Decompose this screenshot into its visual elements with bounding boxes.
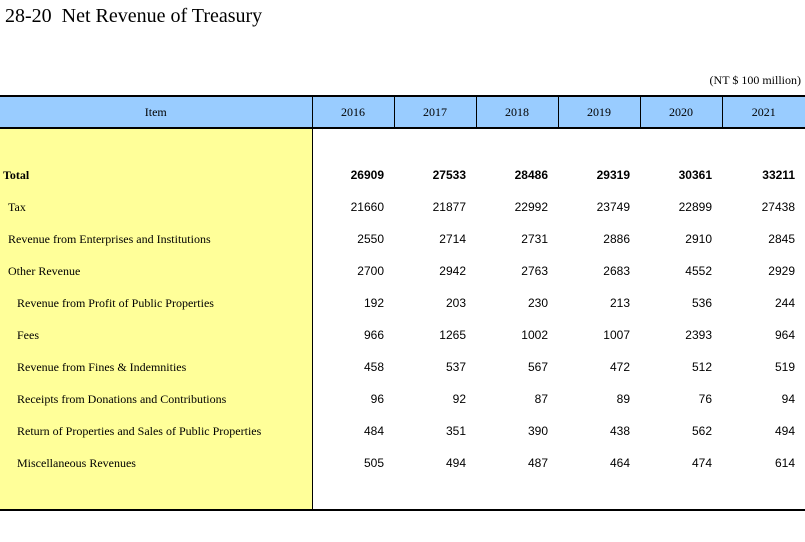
value-cell: 29319 bbox=[596, 168, 630, 182]
row-label: Fees bbox=[0, 319, 313, 351]
row-label: Other Revenue bbox=[0, 255, 313, 287]
value-cell: 2683 bbox=[603, 264, 630, 278]
header-row: Item 2016 2017 2018 2019 2020 2021 bbox=[0, 95, 805, 129]
header-year: 2018 bbox=[475, 95, 558, 129]
value-cell: 2886 bbox=[603, 232, 630, 246]
row-label: Tax bbox=[0, 191, 313, 223]
value-cell: 512 bbox=[691, 360, 712, 374]
value-cell: 458 bbox=[363, 360, 384, 374]
table-row: Total 26909 27533 28486 29319 30361 33211 bbox=[0, 159, 805, 191]
value-cell: 30361 bbox=[678, 168, 712, 182]
value-cell: 474 bbox=[691, 456, 712, 470]
value-cell: 2845 bbox=[768, 232, 795, 246]
value-cell: 614 bbox=[774, 456, 795, 470]
row-label: Revenue from Fines & Indemnities bbox=[0, 351, 313, 383]
table-row: Revenue from Profit of Public Properties… bbox=[0, 287, 805, 319]
value-cell: 23749 bbox=[596, 200, 630, 214]
value-cell: 213 bbox=[609, 296, 630, 310]
page-title: 28-20 Net Revenue of Treasury bbox=[5, 5, 263, 27]
value-cell: 464 bbox=[609, 456, 630, 470]
header-year: 2017 bbox=[393, 95, 476, 129]
table-row: Revenue from Fines & Indemnities 458 537 56… bbox=[0, 351, 805, 383]
value-cell: 1265 bbox=[439, 328, 466, 342]
value-cell: 494 bbox=[445, 456, 466, 470]
value-cell: 494 bbox=[774, 424, 795, 438]
table-row: Other Revenue 2700 2942 2763 2683 4552 2929 bbox=[0, 255, 805, 287]
table-row: Revenue from Enterprises and Institution… bbox=[0, 223, 805, 255]
value-cell: 2700 bbox=[357, 264, 384, 278]
row-label: Receipts from Donations and Contribution… bbox=[0, 383, 313, 415]
value-cell: 964 bbox=[774, 328, 795, 342]
item-cell bbox=[0, 479, 313, 511]
header-year: 2016 bbox=[311, 95, 394, 129]
row-label: Total bbox=[0, 159, 313, 191]
value-cell: 203 bbox=[445, 296, 466, 310]
value-cell: 2929 bbox=[768, 264, 795, 278]
header-year: 2019 bbox=[557, 95, 640, 129]
value-cell: 27438 bbox=[761, 200, 795, 214]
value-cell: 519 bbox=[774, 360, 795, 374]
value-cell: 244 bbox=[774, 296, 795, 310]
revenue-table: Item 2016 2017 2018 2019 2020 2021 Total… bbox=[0, 95, 805, 511]
value-cell: 2550 bbox=[357, 232, 384, 246]
table-row: Tax 21660 21877 22992 23749 22899 27438 bbox=[0, 191, 805, 223]
value-cell: 351 bbox=[445, 424, 466, 438]
value-cell: 96 bbox=[370, 392, 384, 406]
value-cell: 2763 bbox=[521, 264, 548, 278]
value-cell: 484 bbox=[363, 424, 384, 438]
value-cell: 536 bbox=[691, 296, 712, 310]
row-label: Return of Properties and Sales of Public… bbox=[0, 415, 313, 447]
value-cell: 22992 bbox=[514, 200, 548, 214]
table-row: Fees 966 1265 1002 1007 2393 964 bbox=[0, 319, 805, 351]
value-cell: 89 bbox=[616, 392, 630, 406]
value-cell: 505 bbox=[363, 456, 384, 470]
value-cell: 2942 bbox=[439, 264, 466, 278]
table-row: Receipts from Donations and Contribution… bbox=[0, 383, 805, 415]
value-cell: 562 bbox=[691, 424, 712, 438]
value-cell: 87 bbox=[534, 392, 548, 406]
value-cell: 33211 bbox=[762, 168, 795, 182]
value-cell: 94 bbox=[781, 392, 795, 406]
value-cell: 22899 bbox=[678, 200, 712, 214]
spacer-row bbox=[0, 128, 805, 159]
value-cell: 21660 bbox=[350, 200, 384, 214]
value-cell: 2393 bbox=[685, 328, 712, 342]
row-label: Revenue from Profit of Public Properties bbox=[0, 287, 313, 319]
value-cell: 230 bbox=[527, 296, 548, 310]
unit-label: (NT $ 100 million) bbox=[709, 73, 801, 87]
value-cell: 192 bbox=[363, 296, 384, 310]
value-cell: 2731 bbox=[521, 232, 548, 246]
row-label: Revenue from Enterprises and Institution… bbox=[0, 223, 313, 255]
value-cell: 27533 bbox=[432, 168, 466, 182]
value-cell: 1007 bbox=[603, 328, 630, 342]
header-year: 2021 bbox=[721, 95, 805, 129]
value-cell: 2714 bbox=[439, 232, 466, 246]
row-label: Miscellaneous Revenues bbox=[0, 447, 313, 479]
value-cell: 2910 bbox=[685, 232, 712, 246]
value-cell: 567 bbox=[527, 360, 548, 374]
value-cell: 390 bbox=[527, 424, 548, 438]
value-cell: 472 bbox=[609, 360, 630, 374]
value-cell: 21877 bbox=[432, 200, 466, 214]
value-cell: 26909 bbox=[350, 168, 384, 182]
value-cell: 487 bbox=[527, 456, 548, 470]
value-cell: 4552 bbox=[685, 264, 712, 278]
item-cell bbox=[0, 128, 313, 159]
value-cell: 28486 bbox=[514, 168, 548, 182]
value-cell: 76 bbox=[698, 392, 712, 406]
header-item: Item bbox=[0, 95, 312, 129]
value-cell: 537 bbox=[445, 360, 466, 374]
header-year: 2020 bbox=[639, 95, 722, 129]
table-row: Miscellaneous Revenues 505 494 487 464 474 614 bbox=[0, 447, 805, 479]
value-cell: 966 bbox=[363, 328, 384, 342]
table-row: Return of Properties and Sales of Public… bbox=[0, 415, 805, 447]
spacer-row bbox=[0, 479, 805, 511]
value-cell: 92 bbox=[452, 392, 466, 406]
value-cell: 438 bbox=[609, 424, 630, 438]
value-cell: 1002 bbox=[521, 328, 548, 342]
